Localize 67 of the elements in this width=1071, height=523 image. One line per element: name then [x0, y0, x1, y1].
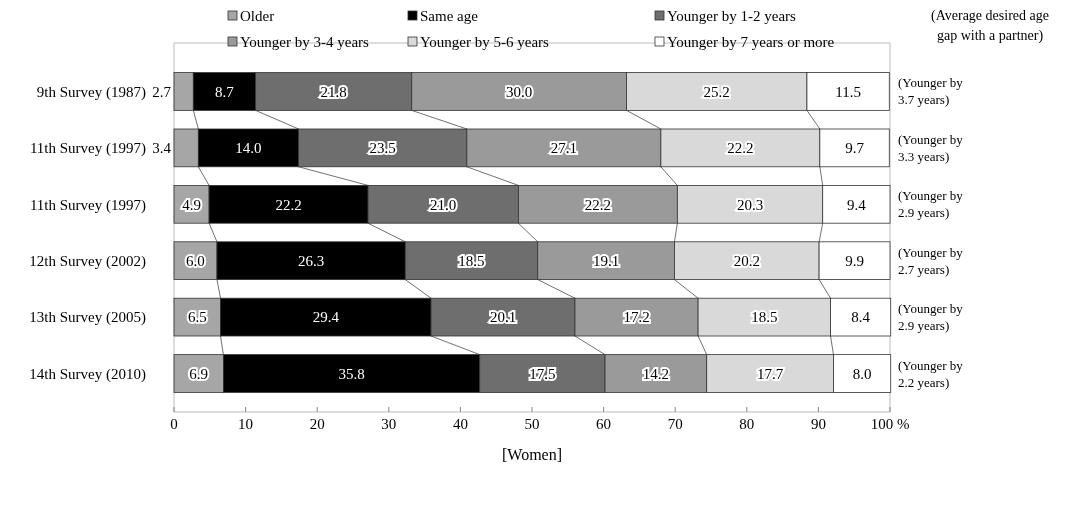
y-tick-label: 12th Survey (2002)	[29, 252, 146, 270]
data-label: 8.4	[851, 309, 871, 326]
data-label: 17.5	[529, 365, 556, 382]
x-tick-label: 10	[238, 416, 254, 432]
data-label: 18.5	[458, 252, 485, 269]
data-label: 9.7	[845, 140, 865, 157]
data-label: 27.1	[550, 140, 577, 157]
text: (Younger by 3.7 years)	[898, 75, 964, 108]
legend-label: Younger by 1-2 years	[667, 8, 797, 25]
data-label: 22.2	[727, 140, 754, 157]
legend-label: Younger by 3-4 years	[240, 34, 370, 51]
x-tick-label: 0	[170, 416, 178, 432]
x-tick-label: 30	[381, 416, 397, 432]
y-tick-label: 14th Survey (2010)	[29, 365, 146, 383]
data-label: 30.0	[505, 83, 533, 100]
data-label: 3.4	[152, 140, 172, 157]
y-tick-label: 11th Survey (1997)	[29, 196, 146, 214]
x-tick-label: 70	[667, 416, 683, 432]
data-label: 19.1	[592, 252, 620, 269]
data-label: 22.2	[584, 196, 611, 213]
data-label: 26.3	[297, 252, 325, 269]
legend-label: Older	[240, 8, 275, 25]
data-label: 11.5	[835, 83, 861, 100]
x-tick-label: 50	[524, 416, 540, 432]
data-label: 6.5	[187, 309, 207, 326]
x-tick-label: 40	[452, 416, 468, 432]
y-tick-label: 9th Survey (1987)	[36, 83, 146, 101]
data-label: 8.0	[852, 365, 872, 382]
data-label: 25.2	[703, 83, 730, 100]
x-axis-title: [Women]	[501, 446, 563, 463]
text: (Average desired age gap with a partner)	[931, 8, 1049, 44]
data-label: 21.8	[320, 83, 347, 100]
text: (Younger by 2.2 years)	[898, 357, 964, 390]
data-label: 2.7	[152, 83, 172, 100]
data-label: 21.0	[430, 196, 457, 213]
data-label: 23.5	[369, 140, 396, 157]
data-label: 6.9	[189, 365, 209, 382]
legend-label: Younger by 7 years or more	[667, 34, 835, 51]
text: (Younger by 2.7 years)	[898, 244, 964, 277]
x-tick-label: 20	[309, 416, 325, 432]
data-label: 4.9	[182, 196, 201, 213]
data-label: 9.9	[845, 252, 864, 269]
data-label: 35.8	[338, 365, 365, 382]
text: (Younger by 3.3 years)	[898, 131, 964, 164]
x-tick-label: 60	[596, 416, 612, 432]
data-label: 14.0	[235, 140, 262, 157]
x-tick-label: 80	[739, 416, 755, 432]
legend-label: Same age	[420, 8, 479, 25]
data-label: 17.2	[623, 309, 650, 326]
data-label: 6.0	[186, 252, 205, 269]
data-label: 14.2	[642, 365, 669, 382]
data-label: 18.5	[751, 309, 778, 326]
data-label: 20.1	[489, 309, 517, 326]
y-tick-label: 11th Survey (1997)	[29, 140, 146, 158]
data-label: 20.3	[736, 196, 764, 213]
x-tick-label: 100 %	[870, 416, 910, 432]
data-label: 17.7	[756, 365, 784, 382]
y-tick-label: 13th Survey (2005)	[29, 309, 146, 327]
data-label: 22.2	[275, 196, 302, 213]
data-label: 8.7	[215, 83, 235, 100]
data-label: 9.4	[846, 196, 867, 213]
text: (Younger by 2.9 years)	[898, 301, 964, 334]
text: (Younger by 2.9 years)	[898, 188, 964, 221]
data-label: 20.2	[733, 252, 760, 269]
legend-label: Younger by 5-6 years	[420, 34, 550, 51]
data-label: 29.4	[312, 309, 340, 326]
x-tick-label: 90	[810, 416, 826, 432]
